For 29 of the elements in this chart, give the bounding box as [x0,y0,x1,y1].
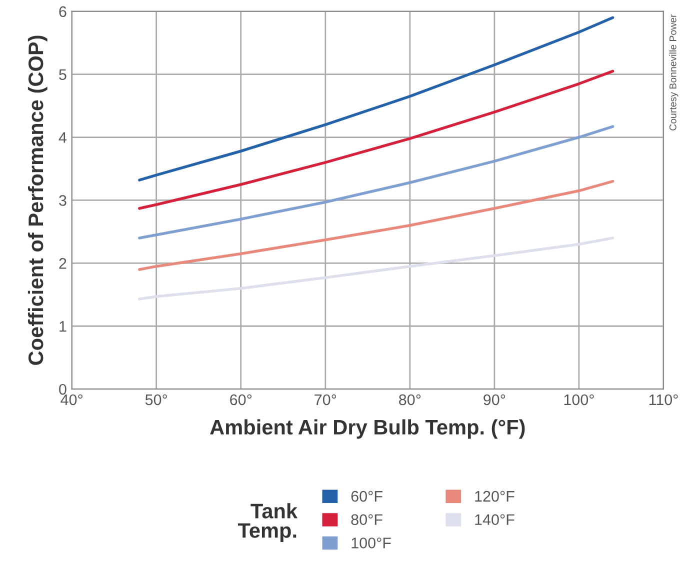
line-series [138,70,614,210]
line-series [138,16,614,182]
line-series [138,180,614,271]
x-tick-label: 60° [230,394,252,406]
y-tick-label: 4 [58,132,67,143]
legend-label: 100°F [352,538,391,548]
y-tick-label: 3 [59,195,66,206]
x-axis-title: Ambient Air Dry Bulb Temp. (°F) [210,419,525,439]
x-tick-label: 90° [484,394,506,406]
x-tick-label: 70° [314,394,336,406]
y-tick-label: 6 [59,6,66,18]
legend-title: Tank Temp. [238,503,298,542]
x-tick-label: 50° [145,394,167,406]
y-axis-title: Coefficient of Performance (COP) [28,36,48,365]
y-tick-label: 5 [59,69,66,80]
line-series [138,125,614,240]
legend-label: 80°F [351,514,382,526]
y-tick-label: 0 [59,384,66,395]
x-tick-label: 80° [399,394,421,406]
line-series [138,236,614,300]
legend-label: 140°F [475,514,514,526]
legend-label: 120°F [475,490,514,502]
y-tick-label: 2 [59,258,66,269]
x-tick-label: 110° [649,394,678,406]
text: Courtesy Bonneville Power [669,14,678,130]
y-tick-label: 1 [60,321,66,332]
x-tick-label: 40° [60,394,82,406]
x-tick-label: 100° [564,394,594,406]
legend-label: 60°F [351,490,382,502]
